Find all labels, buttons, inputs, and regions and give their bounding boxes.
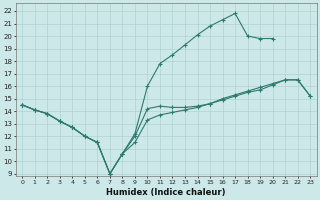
X-axis label: Humidex (Indice chaleur): Humidex (Indice chaleur) <box>107 188 226 197</box>
